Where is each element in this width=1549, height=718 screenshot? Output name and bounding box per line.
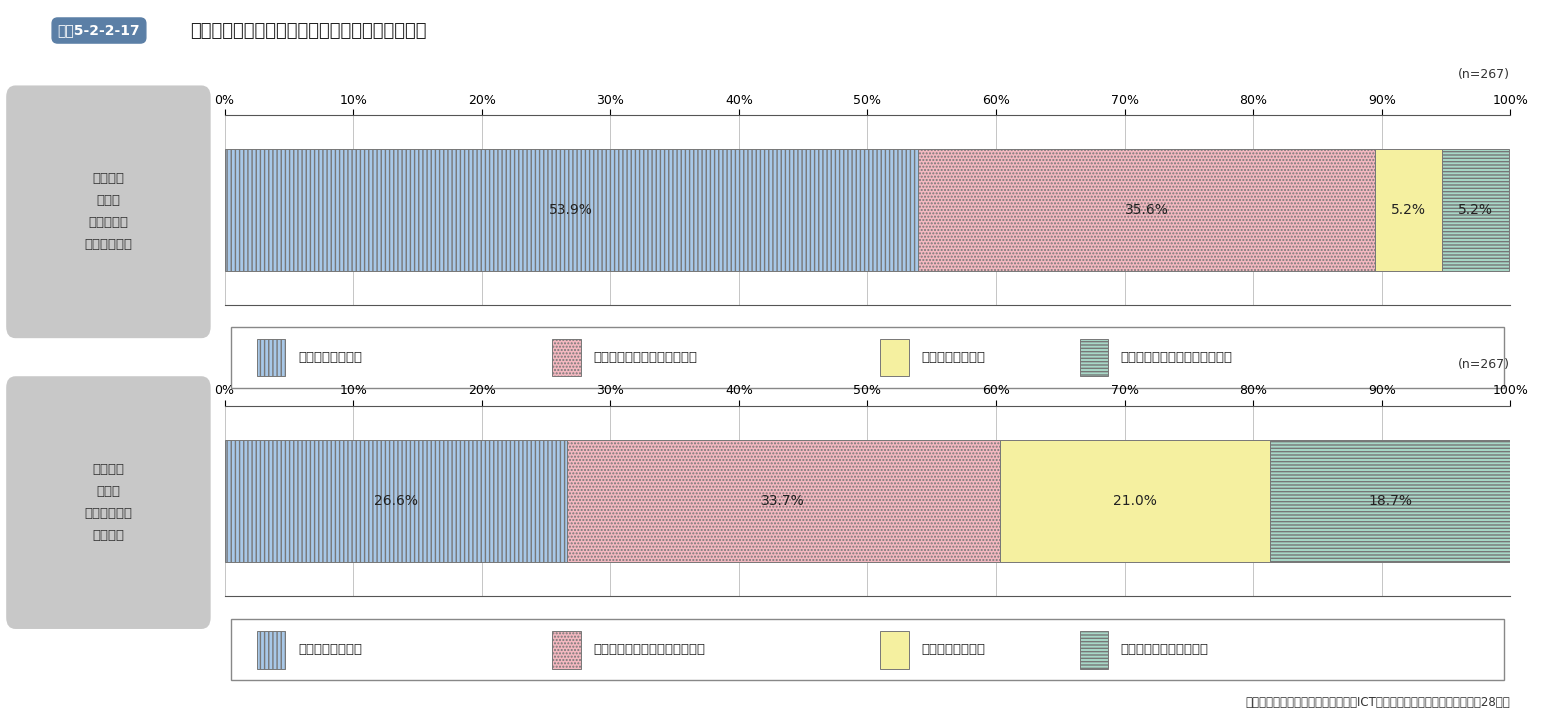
- Text: 5.2%: 5.2%: [1391, 203, 1427, 217]
- Bar: [1080, 339, 1108, 376]
- Text: 避難所に
おける
携帯電話の
利用可否状況: 避難所に おける 携帯電話の 利用可否状況: [85, 172, 132, 251]
- Text: (n=267): (n=267): [1458, 358, 1510, 371]
- Text: 33.7%: 33.7%: [762, 494, 805, 508]
- FancyBboxPatch shape: [6, 85, 211, 338]
- Text: 利用できなかった: 利用できなかった: [922, 350, 985, 364]
- Text: 53.9%: 53.9%: [550, 203, 593, 217]
- Bar: [880, 339, 909, 376]
- Bar: [553, 339, 581, 376]
- Bar: [225, 440, 567, 561]
- Text: 充電できなかった: 充電できなかった: [922, 643, 985, 656]
- Text: 十分に充電できた: 十分に充電できた: [297, 643, 362, 656]
- Bar: [1376, 149, 1442, 271]
- Text: 18.7%: 18.7%: [1368, 494, 1413, 508]
- Text: 充電しようとしなかった: 充電しようとしなかった: [1121, 643, 1208, 656]
- Bar: [917, 149, 1376, 271]
- FancyBboxPatch shape: [6, 376, 211, 629]
- Bar: [999, 440, 1270, 561]
- Text: 時間がかかったが利用できた: 時間がかかったが利用できた: [593, 350, 697, 364]
- Text: 5.2%: 5.2%: [1458, 203, 1493, 217]
- Text: 35.6%: 35.6%: [1125, 203, 1168, 217]
- Bar: [880, 631, 909, 668]
- Bar: [1442, 149, 1509, 271]
- Text: （出典）総務省「熊本地震におけるICT利活用状況に関する調査」（平成28年）: （出典）総務省「熊本地震におけるICT利活用状況に関する調査」（平成28年）: [1245, 696, 1510, 709]
- Text: すぐに利用できた: すぐに利用できた: [297, 350, 362, 364]
- Bar: [567, 440, 999, 561]
- Bar: [1080, 631, 1108, 668]
- FancyBboxPatch shape: [231, 327, 1504, 388]
- Text: 26.6%: 26.6%: [373, 494, 418, 508]
- Text: 通信サービスを利用しなかった: 通信サービスを利用しなかった: [1121, 350, 1233, 364]
- FancyBboxPatch shape: [231, 619, 1504, 680]
- Bar: [257, 631, 285, 668]
- Text: 避難所における携帯電話の利用可否・充電の状況: 避難所における携帯電話の利用可否・充電の状況: [191, 22, 426, 39]
- Text: 避難所に
おける
携帯電話等の
充電状況: 避難所に おける 携帯電話等の 充電状況: [85, 463, 132, 542]
- Bar: [257, 339, 285, 376]
- Text: 不十分ではあったが充電できた: 不十分ではあったが充電できた: [593, 643, 706, 656]
- Bar: [1270, 440, 1510, 561]
- Bar: [553, 631, 581, 668]
- Text: 図表5-2-2-17: 図表5-2-2-17: [57, 24, 141, 37]
- Text: (n=267): (n=267): [1458, 67, 1510, 80]
- Bar: [225, 149, 917, 271]
- Text: 21.0%: 21.0%: [1112, 494, 1157, 508]
